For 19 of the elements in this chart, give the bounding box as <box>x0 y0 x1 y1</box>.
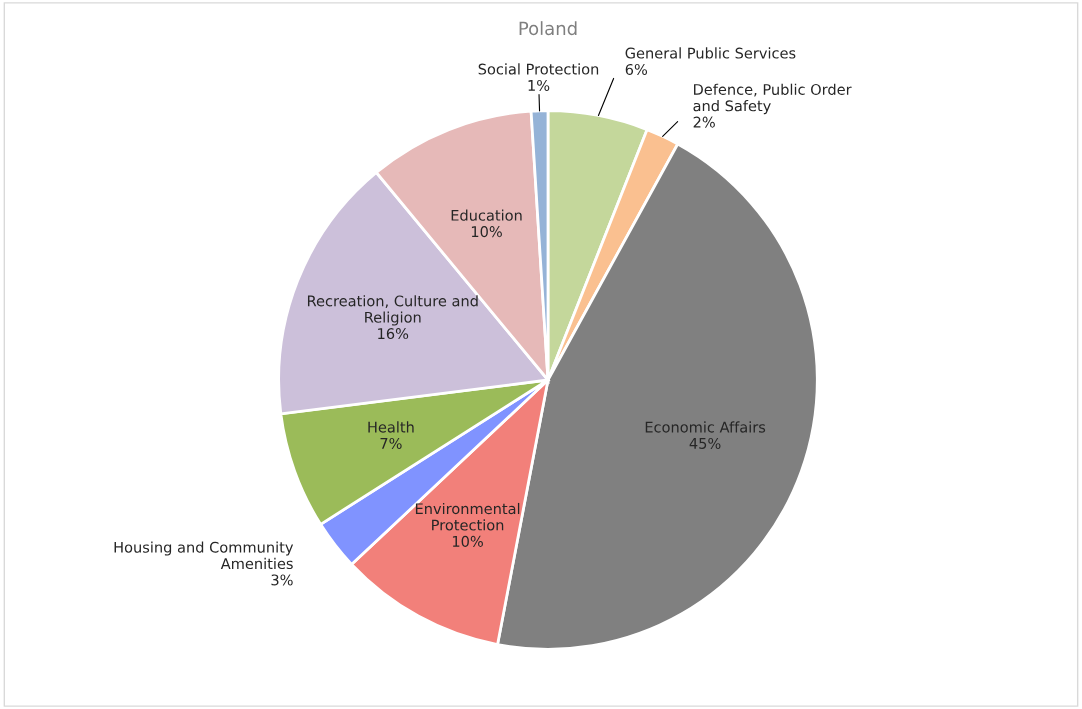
slice-label: Defence, Public Order and Safety <box>693 83 852 115</box>
data-label: 16% <box>378 328 409 340</box>
data-label: 10% <box>452 535 483 547</box>
data-label: 7% <box>380 437 402 449</box>
data-label: 3% <box>271 574 293 586</box>
slice-label: Education <box>451 209 522 221</box>
data-label: 2% <box>693 116 715 128</box>
slice-label: Economic Affairs <box>645 421 766 433</box>
slice-label: Health <box>368 421 414 433</box>
slice-label: Environmental Protection <box>415 502 520 531</box>
chart-title: Poland <box>519 21 577 36</box>
slice-label: Social Protection <box>478 63 599 75</box>
data-label: 45% <box>689 437 721 449</box>
slice-label: Housing and Community Amenities <box>114 541 294 570</box>
data-label: 10% <box>471 226 502 238</box>
slice-label: Recreation, Culture and Religion <box>307 295 478 326</box>
data-label: 6% <box>625 63 648 75</box>
slice-label: General Public Services <box>625 47 796 59</box>
data-label: 1% <box>528 79 550 91</box>
